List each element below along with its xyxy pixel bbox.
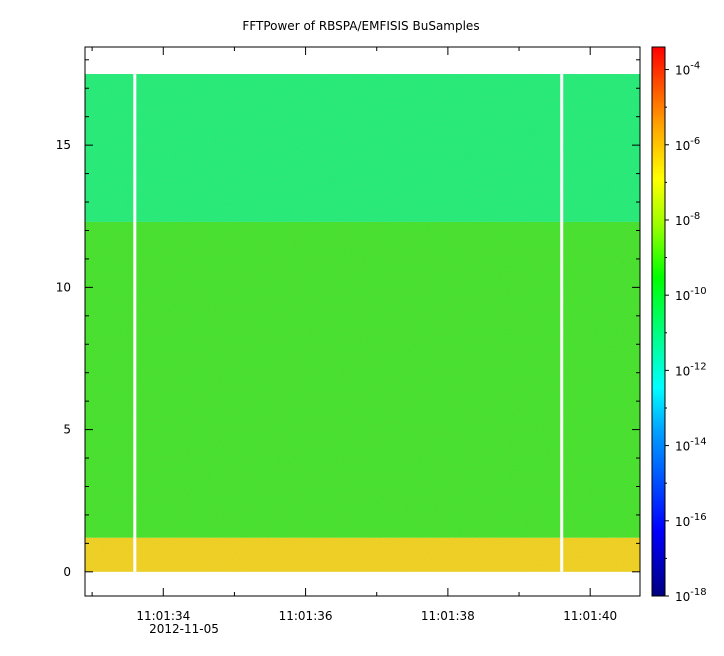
y-tick-label: 10 bbox=[56, 280, 71, 294]
x-tick-label: 11:01:34 bbox=[136, 609, 190, 623]
x-tick-label: 11:01:38 bbox=[421, 609, 475, 623]
x-tick-label: 11:01:36 bbox=[279, 609, 333, 623]
colorbar-tick-label: 10-12 bbox=[675, 361, 707, 378]
data-gap-0 bbox=[133, 74, 137, 572]
colorbar-tick-label: 10-16 bbox=[675, 512, 707, 529]
colorbar-tick-label: 10-10 bbox=[675, 286, 707, 303]
colorbar-tick-label: 10-14 bbox=[675, 437, 707, 454]
plot-frame bbox=[84, 46, 641, 597]
colorbar-tick-label: 10-6 bbox=[675, 136, 700, 153]
plot-area: 0 5 10 15 11:01:34 11:01:36 11:01:38 11:01:40 bbox=[56, 46, 641, 623]
spectrum-texture bbox=[85, 74, 640, 572]
colorbar-tick-label: 10-8 bbox=[675, 211, 700, 228]
colorbar-tick-label: 10-4 bbox=[675, 61, 700, 78]
colorbar-tick-label: 10-18 bbox=[675, 587, 707, 604]
data-gap-1 bbox=[560, 74, 564, 572]
colorbar: 10-4 10-6 10-8 10-10 10-12 10-14 10-16 10-18 bbox=[651, 46, 707, 604]
y-tick-label: 5 bbox=[63, 423, 71, 437]
x-date-label: 2012-11-05 bbox=[149, 622, 219, 636]
chart-title: FFTPower of RBSPA/EMFISIS BuSamples bbox=[242, 19, 479, 33]
x-tick-label: 11:01:40 bbox=[563, 609, 617, 623]
y-tick-label: 15 bbox=[56, 138, 71, 152]
colorbar-frame bbox=[651, 46, 666, 597]
colorbar-gradient bbox=[652, 47, 665, 596]
y-tick-label: 0 bbox=[63, 565, 71, 579]
